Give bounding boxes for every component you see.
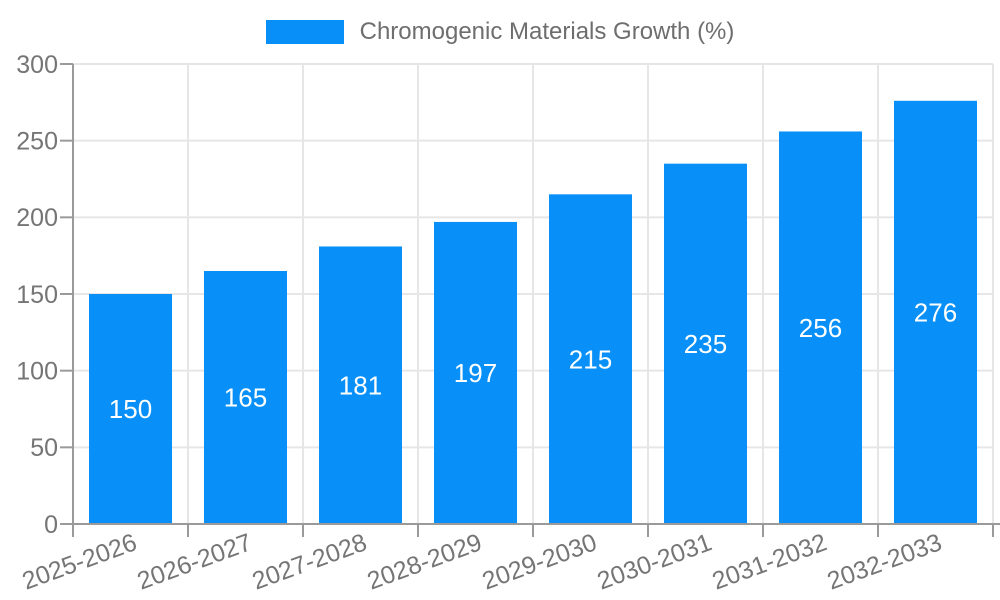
x-tick-label: 2026-2027 [134,528,256,595]
chart-legend[interactable]: Chromogenic Materials Growth (%) [0,20,1000,44]
bar-value-label: 181 [339,370,382,400]
x-tick-label: 2032-2033 [824,528,946,595]
bar[interactable] [204,271,287,524]
x-tick-label: 2027-2028 [249,528,371,595]
x-tick-label: 2030-2031 [594,528,716,595]
y-tick-label: 100 [16,357,58,385]
y-tick-label: 150 [16,281,58,309]
bar[interactable] [434,221,517,524]
bar[interactable] [549,194,632,525]
y-tick-label: 200 [16,204,58,232]
bar-value-label: 235 [684,329,727,359]
y-tick-label: 0 [44,511,58,539]
bar-value-label: 197 [454,358,497,388]
bar[interactable] [779,131,862,524]
y-tick-label: 50 [30,434,58,462]
bar[interactable] [894,100,977,525]
bar[interactable] [664,163,747,524]
y-tick-label: 250 [16,127,58,155]
x-tick-label: 2031-2032 [709,528,831,595]
bar[interactable] [89,294,172,524]
x-tick-label: 2025-2026 [19,528,141,595]
bar[interactable] [319,246,402,524]
bar-value-label: 150 [109,394,152,424]
bar-value-label: 215 [569,344,612,374]
y-tick-label: 300 [16,51,58,79]
legend-label: Chromogenic Materials Growth (%) [359,18,735,45]
legend-swatch [265,20,344,44]
bar-value-label: 165 [224,383,267,413]
bar-value-label: 256 [799,313,842,343]
x-tick-label: 2028-2029 [364,528,486,595]
bar-value-label: 276 [914,298,957,328]
x-tick-label: 2029-2030 [479,528,601,595]
